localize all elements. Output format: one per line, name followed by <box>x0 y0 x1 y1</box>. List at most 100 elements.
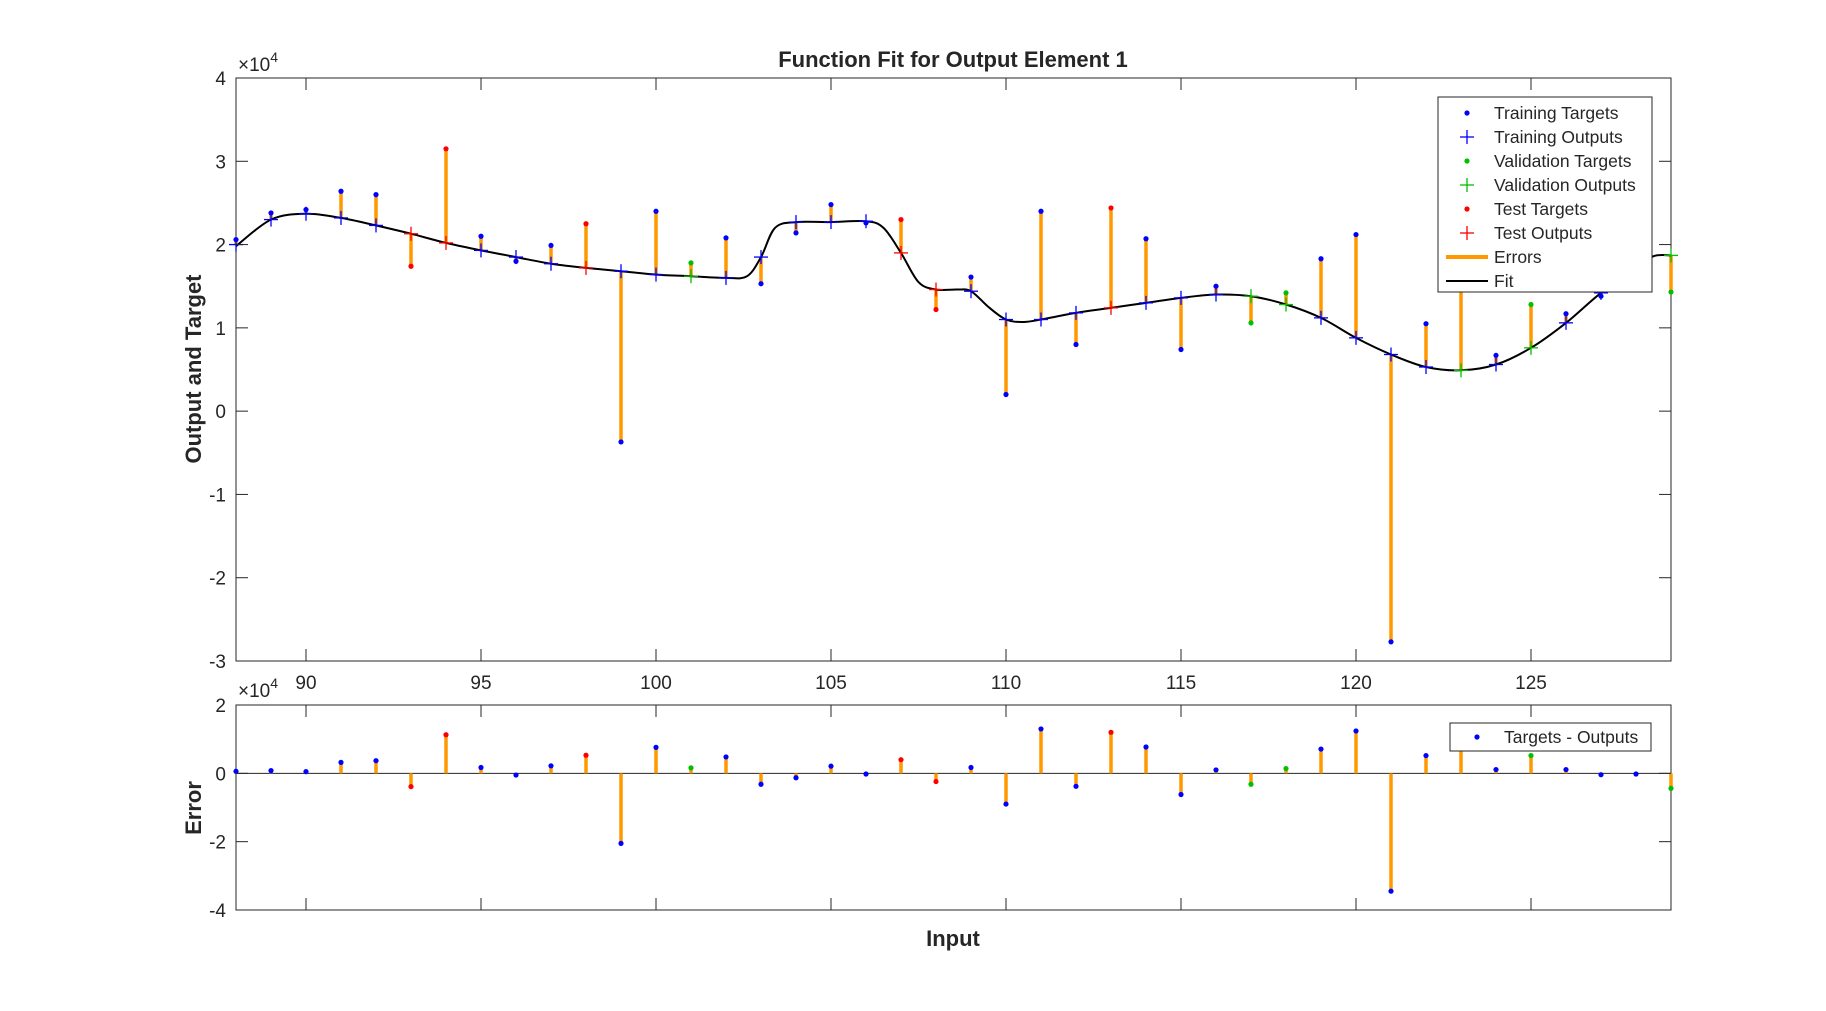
training-output-marker <box>1174 290 1188 305</box>
validation-output-marker <box>1664 248 1678 263</box>
training-output-marker <box>789 215 803 230</box>
fit-plot-ticks: 90 95 100 105 110 115 120 125 -3 -2 -1 0 1 2 3 4 <box>209 69 1671 694</box>
training-output-marker <box>1489 357 1503 372</box>
error-point <box>303 769 309 775</box>
legend-entry: Errors <box>1494 247 1542 267</box>
test-target-point <box>933 306 939 313</box>
training-target-point <box>793 230 799 236</box>
y-tick-label: 4 <box>215 69 226 90</box>
training-output-marker <box>299 206 313 221</box>
legend: Training Targets Training Outputs Validati… <box>1437 96 1653 293</box>
training-target-point <box>1353 231 1359 238</box>
training-target-point <box>1178 346 1184 353</box>
y-tick-label: 0 <box>215 402 226 423</box>
training-output-marker <box>649 267 663 282</box>
error-plot-ticks: -4 -2 0 2 <box>209 696 1671 922</box>
x-tick-label: 115 <box>1166 673 1196 694</box>
legend-box <box>1437 96 1653 293</box>
training-target-point <box>478 233 484 239</box>
x-axis-label: Input <box>926 926 980 951</box>
test-target-point <box>898 216 904 223</box>
test-target-point <box>443 146 449 152</box>
x-tick-label: 125 <box>1515 673 1547 694</box>
error-point <box>583 752 589 758</box>
test-output-marker <box>439 235 453 250</box>
training-output-marker <box>544 256 558 271</box>
y-tick-label: -1 <box>209 485 226 506</box>
test-target-point <box>1108 205 1114 211</box>
error-legend-entry: Targets - Outputs <box>1504 727 1638 747</box>
error-point <box>1248 781 1254 787</box>
y-exponent-label: ×104 <box>238 49 278 76</box>
error-point <box>1178 791 1184 798</box>
error-point <box>1003 801 1009 807</box>
error-markers <box>233 726 1674 894</box>
x-tick-label: 110 <box>991 673 1021 694</box>
training-target-point <box>1038 208 1044 214</box>
y-tick-label: -3 <box>209 652 226 673</box>
training-output-marker <box>1384 347 1398 362</box>
error-point <box>373 758 379 764</box>
validation-target-point <box>1248 320 1254 326</box>
error-point <box>1143 744 1149 750</box>
error-exponent-base: ×10 <box>238 681 270 702</box>
error-point <box>863 771 869 777</box>
validation-output-marker <box>1454 363 1468 378</box>
error-y-tick-label: 2 <box>215 696 226 717</box>
training-target-point <box>653 208 659 214</box>
training-output-marker <box>264 212 278 227</box>
error-point <box>1038 726 1044 732</box>
y-axis-label: Output and Target <box>181 274 206 464</box>
error-point <box>898 757 904 763</box>
error-point <box>1563 766 1569 773</box>
training-output-marker <box>1419 360 1433 375</box>
legend-entry: Test Outputs <box>1494 223 1592 243</box>
error-point <box>443 732 449 738</box>
error-point <box>653 744 659 750</box>
training-output-marker <box>964 284 978 299</box>
training-target-point <box>968 274 974 280</box>
legend-marker <box>1460 226 1474 240</box>
training-target-point <box>1318 256 1324 262</box>
error-point <box>1633 771 1639 777</box>
error-point <box>1388 888 1394 894</box>
training-target-point <box>1213 283 1219 289</box>
error-point <box>723 754 729 760</box>
validation-target-point <box>1283 290 1289 296</box>
training-output-marker <box>1314 310 1328 325</box>
error-point <box>268 768 274 774</box>
y-exponent-base: ×10 <box>238 55 270 76</box>
error-exponent-power: 4 <box>270 675 278 691</box>
training-target-point <box>758 281 764 287</box>
training-target-point <box>548 242 554 249</box>
error-point <box>1493 766 1499 773</box>
y-tick-label: 2 <box>215 236 226 257</box>
error-legend: Targets - Outputs <box>1449 722 1652 752</box>
error-point <box>338 759 344 766</box>
legend-entry: Training Targets <box>1494 103 1619 123</box>
training-target-point <box>1388 639 1394 645</box>
test-output-marker <box>404 226 418 241</box>
error-y-tick-label: -4 <box>209 901 226 922</box>
error-point <box>1073 783 1079 789</box>
training-target-point <box>338 188 344 194</box>
training-target-point <box>618 439 624 445</box>
x-tick-label: 90 <box>295 673 316 694</box>
validation-output-marker <box>1524 340 1538 355</box>
training-target-point <box>373 192 379 198</box>
error-point <box>1318 746 1324 752</box>
error-point <box>688 765 694 771</box>
test-output-marker <box>929 282 943 297</box>
training-output-marker <box>999 312 1013 327</box>
x-tick-label: 105 <box>815 673 847 694</box>
y-tick-label: 1 <box>215 319 226 340</box>
chart-title: Function Fit for Output Element 1 <box>778 47 1128 72</box>
y-tick-label: -2 <box>209 569 226 590</box>
training-output-marker <box>859 214 873 229</box>
validation-target-point <box>1528 301 1534 308</box>
training-output-marker <box>614 264 628 279</box>
validation-target-point <box>1668 289 1674 295</box>
test-output-marker <box>894 245 908 260</box>
x-tick-label: 120 <box>1340 673 1372 694</box>
legend-entry: Training Outputs <box>1494 127 1623 147</box>
